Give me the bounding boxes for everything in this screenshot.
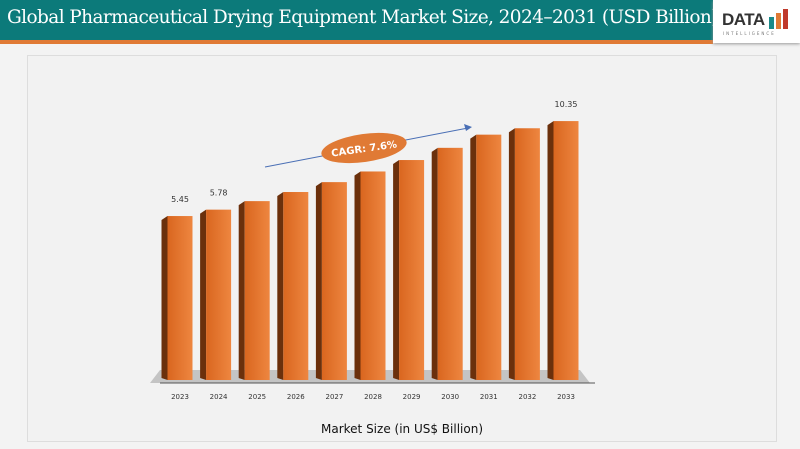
- logo-subtext: INTELLIGENCE: [723, 31, 776, 36]
- bar-side: [238, 201, 245, 380]
- data-label: 5.45: [171, 195, 189, 204]
- bar-side: [470, 134, 477, 380]
- logo-text: DATA: [722, 10, 765, 29]
- logo: DATA INTELLIGENCE: [713, 0, 800, 43]
- bar-2033: [553, 121, 579, 381]
- bar-2029: [399, 160, 425, 380]
- x-tick-label: 2032: [518, 393, 536, 401]
- bar-side: [315, 182, 322, 380]
- bar-side: [200, 209, 207, 380]
- bar-side: [508, 128, 515, 380]
- page-title: Global Pharmaceutical Drying Equipment M…: [7, 7, 718, 28]
- bar-side: [393, 160, 400, 380]
- x-tick-label: 2028: [364, 393, 382, 401]
- bar-side: [547, 121, 554, 381]
- x-tick-label: 2027: [325, 393, 343, 401]
- x-tick-label: 2024: [210, 393, 228, 401]
- x-tick-label: 2029: [403, 393, 421, 401]
- data-label: 5.78: [210, 189, 228, 198]
- bar-side: [354, 171, 361, 380]
- cagr-arrow-head: [464, 124, 472, 131]
- data-label: 10.35: [555, 100, 578, 109]
- bar-side: [431, 147, 438, 380]
- bar-2023: [167, 216, 193, 380]
- bar-2025: [244, 201, 270, 380]
- x-tick-label: 2030: [441, 393, 459, 401]
- x-axis-title: Market Size (in US$ Billion): [321, 422, 483, 436]
- bar-2030: [437, 147, 463, 380]
- x-tick-label: 2023: [171, 393, 189, 401]
- x-tick-label: 2025: [248, 393, 266, 401]
- logo-bars-icon: [769, 9, 788, 29]
- x-tick-label: 2026: [287, 393, 305, 401]
- bar-2027: [321, 182, 347, 380]
- x-tick-label: 2033: [557, 393, 575, 401]
- cagr-ellipse: [321, 132, 407, 164]
- bar-side: [161, 216, 168, 380]
- bar-side: [277, 192, 284, 380]
- header-bar: Global Pharmaceutical Drying Equipment M…: [0, 0, 718, 44]
- bar-2026: [283, 192, 309, 380]
- bar-2024: [206, 209, 232, 380]
- bar-2028: [360, 171, 386, 380]
- bar-2032: [514, 128, 540, 380]
- bar-2031: [476, 134, 502, 380]
- x-tick-label: 2031: [480, 393, 498, 401]
